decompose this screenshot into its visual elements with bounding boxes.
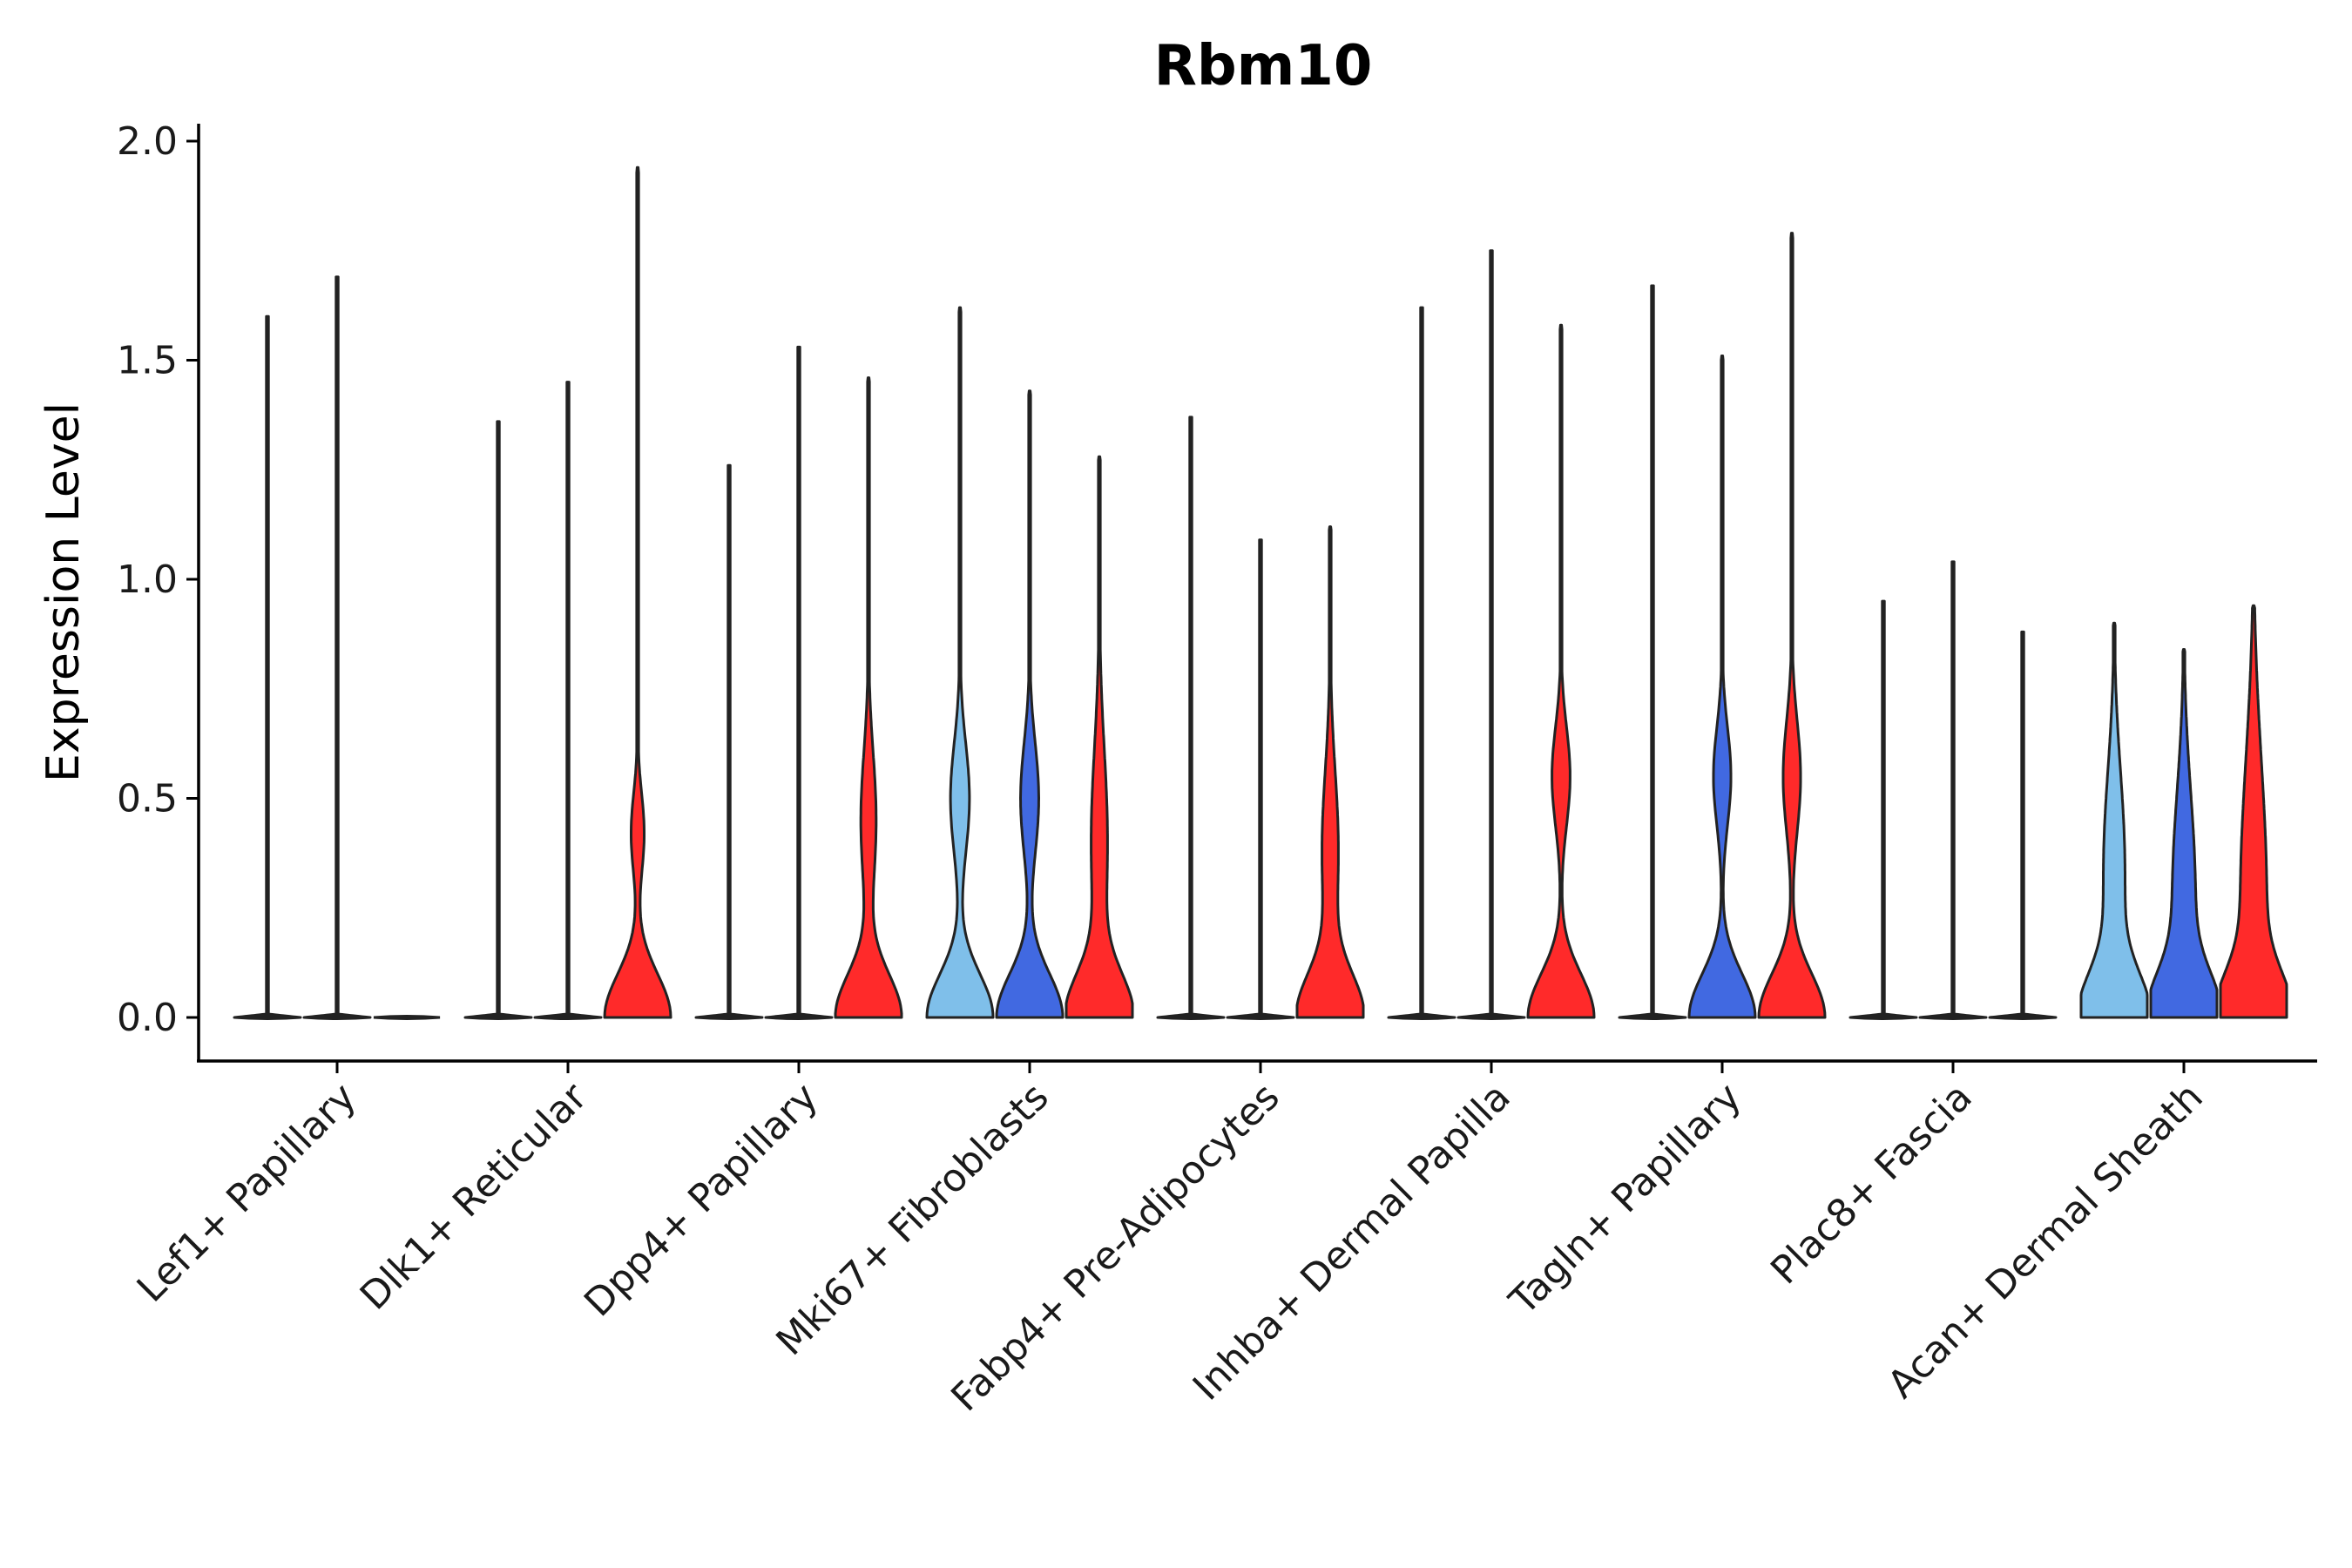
violin-light_blue	[233, 314, 302, 1020]
violin-red	[834, 376, 903, 1019]
violin-red	[1526, 323, 1596, 1019]
violin-light_blue	[1387, 306, 1456, 1020]
violin-blue	[533, 381, 603, 1020]
violin-blue	[1456, 249, 1526, 1020]
violin-blue	[995, 389, 1064, 1019]
violins-layer	[233, 166, 2288, 1020]
violin-blue	[1687, 355, 1757, 1019]
violin-blue	[2149, 648, 2219, 1019]
violin-red	[603, 166, 672, 1019]
x-tick-label: Dpp4+ Papillary	[576, 1075, 827, 1326]
violin-light_blue	[925, 306, 995, 1019]
y-ticks: 0.0 0.5 1.0 1.5 2.0	[117, 119, 199, 1040]
violin-blue	[1918, 560, 1988, 1020]
axes-layer	[197, 124, 2317, 1063]
violin-red	[1988, 630, 2058, 1020]
chart-title: Rbm10	[1154, 34, 1373, 98]
violin-red	[1295, 525, 1365, 1019]
violin-red	[1064, 455, 1134, 1019]
violin-blue	[1226, 538, 1295, 1020]
x-tick-label: Plac8+ Fascia	[1762, 1075, 1981, 1294]
y-tick-label: 1.5	[117, 339, 178, 383]
y-tick-label: 0.5	[117, 777, 178, 821]
violin-light_blue	[463, 420, 533, 1020]
violin-red	[2219, 604, 2288, 1019]
violin-light_blue	[694, 463, 764, 1020]
violin-red	[373, 1015, 441, 1020]
x-tick-label: Dlk1+ Reticular	[352, 1074, 597, 1319]
violin-light_blue	[2079, 621, 2149, 1019]
x-tick-label: Lef1+ Papillary	[129, 1075, 365, 1311]
y-axis-title: Expression Level	[37, 402, 90, 782]
y-tick-label: 0.0	[117, 996, 178, 1040]
violin-red	[1757, 232, 1827, 1019]
violin-light_blue	[1618, 284, 1687, 1020]
violin-light_blue	[1156, 416, 1226, 1020]
x-tick-label: Tagln+ Papillary	[1501, 1075, 1750, 1324]
violin-blue	[764, 345, 834, 1020]
violin-light_blue	[1848, 599, 1918, 1020]
y-tick-label: 1.0	[117, 558, 178, 602]
y-tick-label: 2.0	[117, 119, 178, 164]
violin-blue	[302, 275, 372, 1020]
